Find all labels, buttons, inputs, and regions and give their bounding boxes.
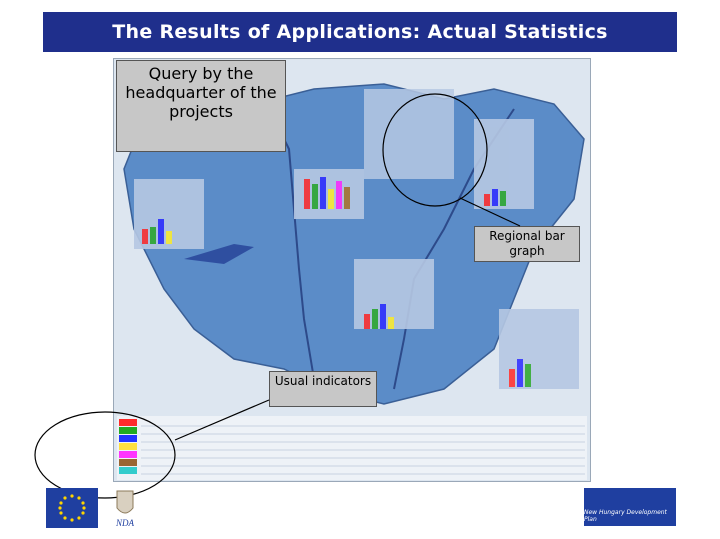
- eu-flag-icon: [46, 488, 98, 528]
- legend-swatch-red: [119, 419, 137, 426]
- legend-swatch-blue: [119, 435, 137, 442]
- bar-cluster-north: [364, 89, 454, 179]
- legend-swatch-magenta: [119, 451, 137, 458]
- indicators-table: [117, 416, 587, 480]
- bar-cluster-central: [294, 169, 364, 219]
- callout-regional-bar-graph: Regional bar graph: [474, 226, 580, 262]
- legend-swatch-cyan: [119, 467, 137, 474]
- nhdp-logo-icon: New Hungary Development Plan: [584, 488, 676, 526]
- callout-usual-indicators: Usual indicators: [269, 371, 377, 407]
- indicator-legend: [119, 419, 585, 475]
- bar-cluster-west: [134, 179, 204, 249]
- lake-balaton: [184, 244, 254, 264]
- bar-cluster-south-east: [354, 259, 434, 329]
- legend-swatch-green: [119, 427, 137, 434]
- legend-swatch-brown: [119, 459, 137, 466]
- bar-cluster-east: [474, 119, 534, 209]
- nhdp-label: New Hungary Development Plan: [584, 509, 667, 523]
- bar-cluster-far-east: [499, 309, 579, 389]
- legend-swatch-yellow: [119, 443, 137, 450]
- slide-title: The Results of Applications: Actual Stat…: [43, 12, 677, 52]
- nda-crest-icon: NDA: [110, 488, 140, 530]
- callout-query: Query by the headquarter of the projects: [116, 60, 286, 152]
- nda-label: NDA: [115, 518, 135, 528]
